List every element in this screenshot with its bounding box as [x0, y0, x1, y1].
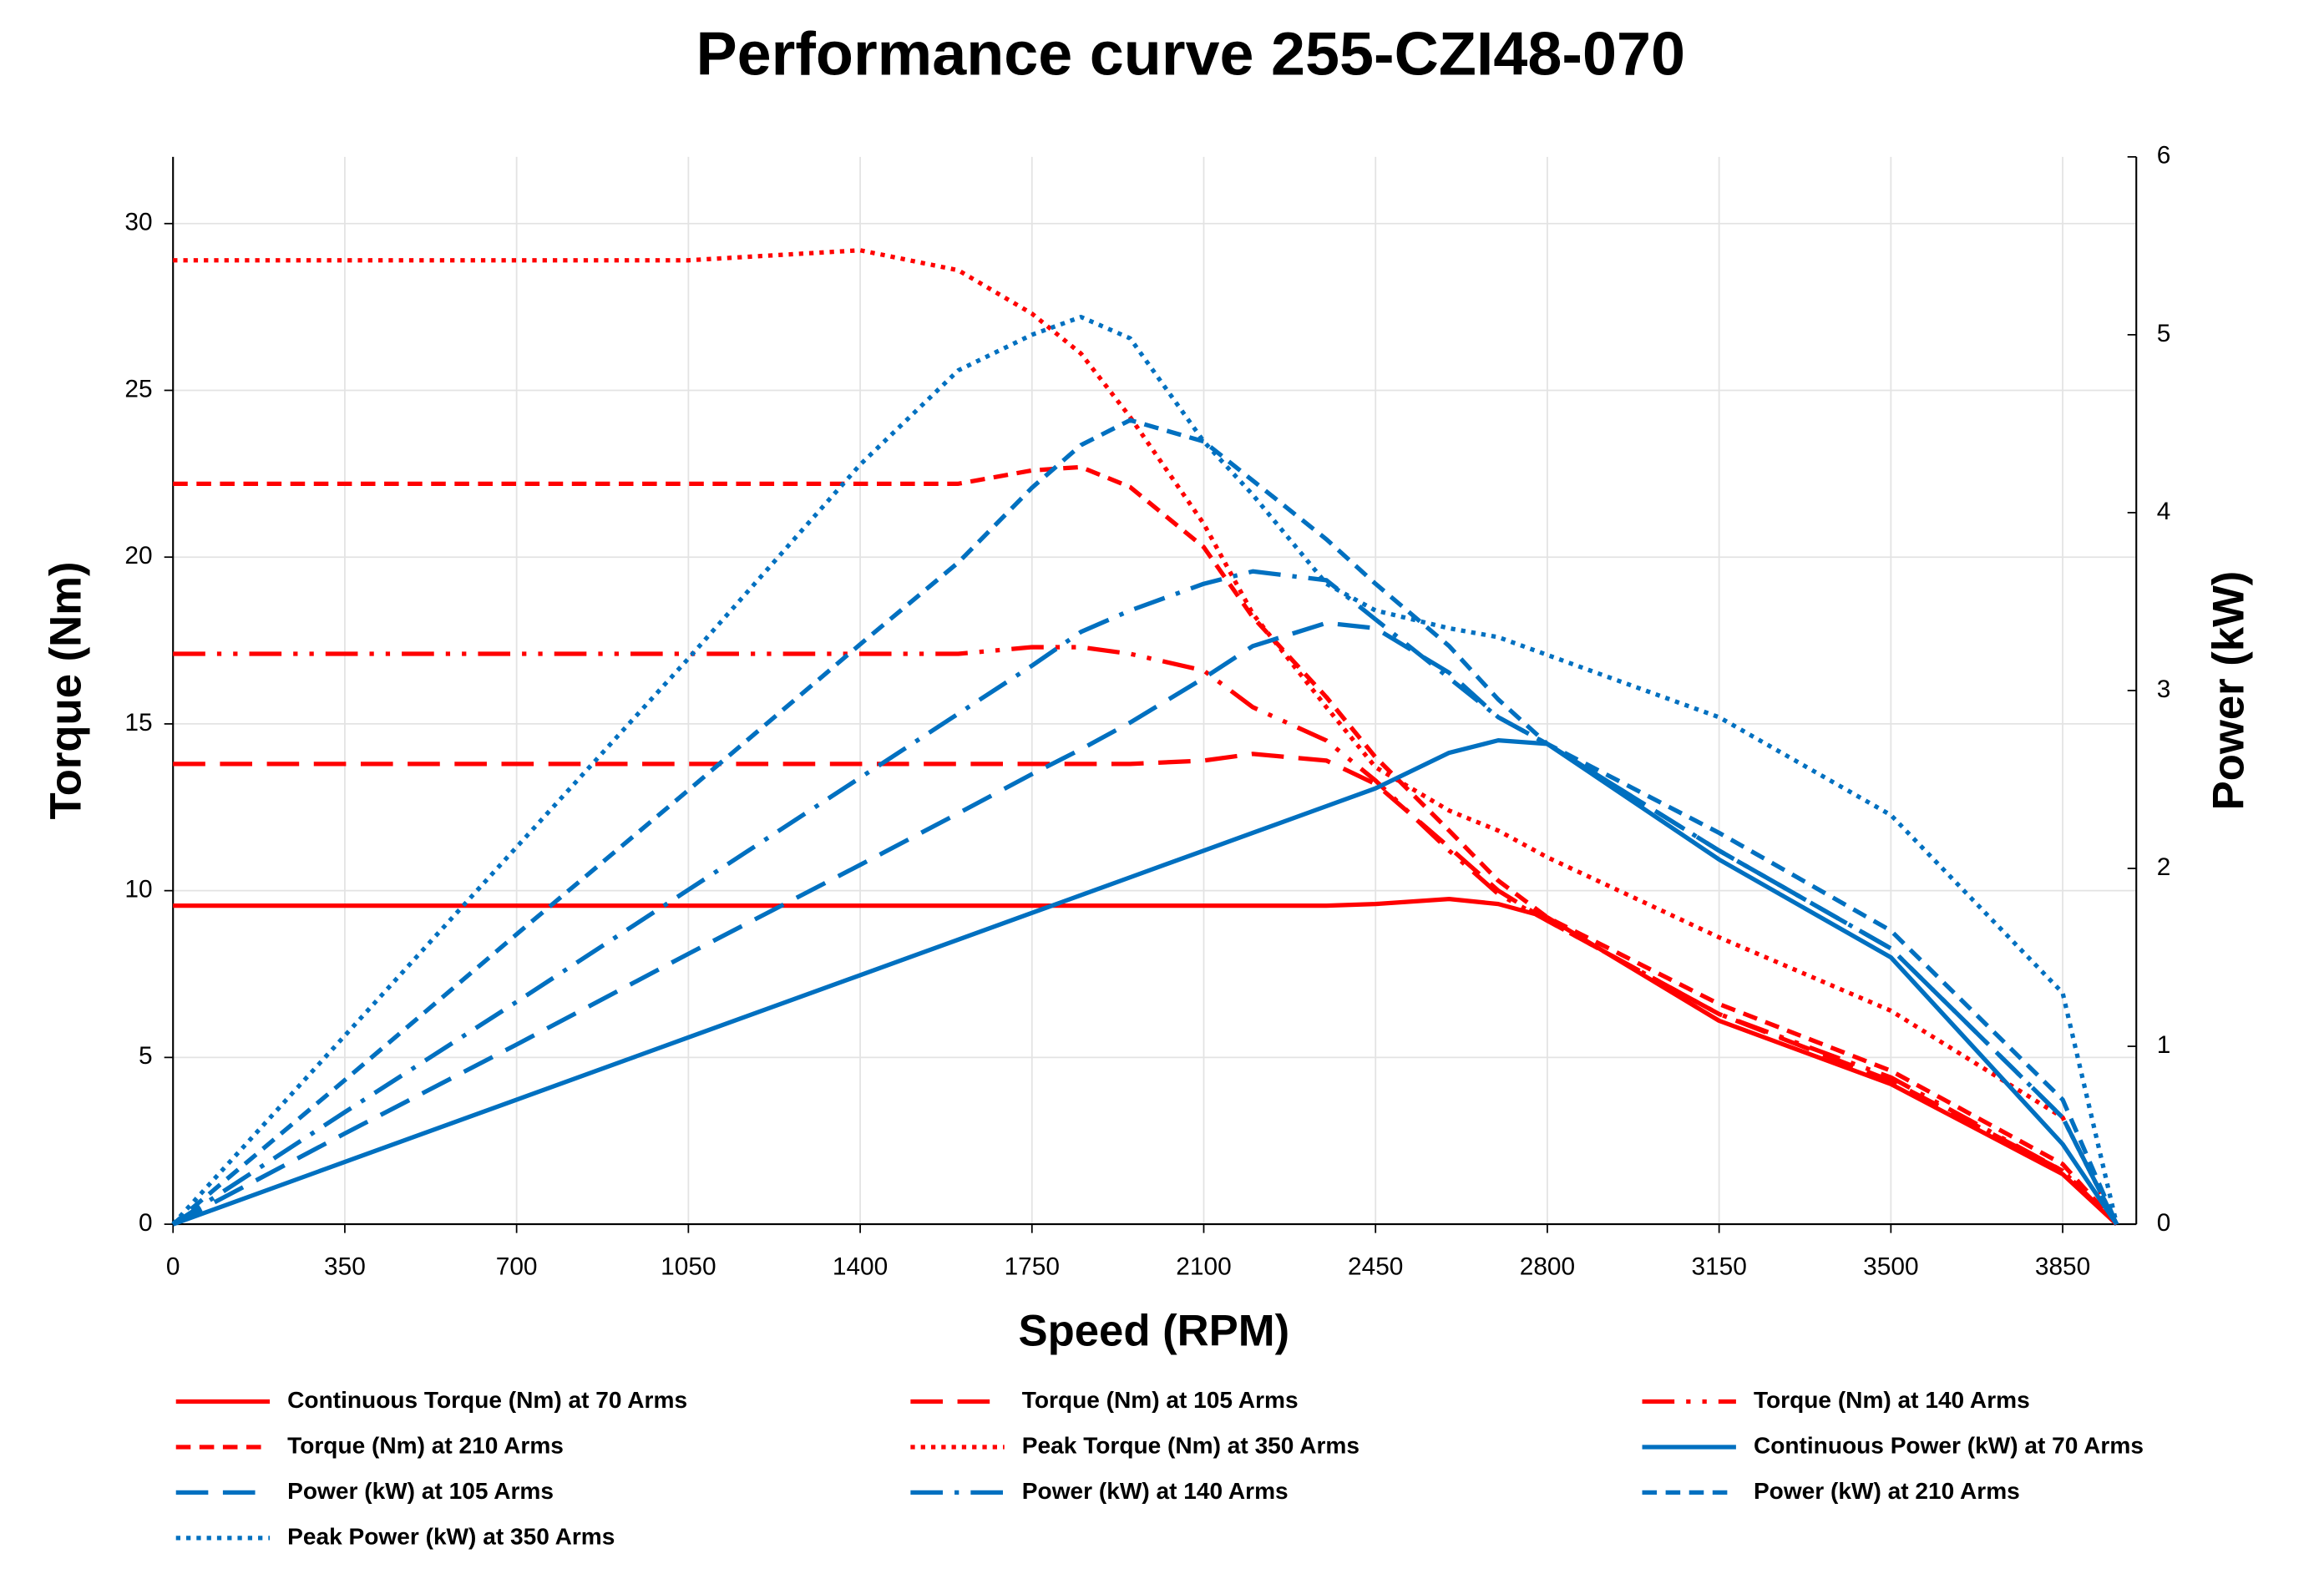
series-line	[173, 248, 2119, 1226]
legend-label: Peak Power (kW) at 350 Arms	[287, 1523, 615, 1549]
x-tick-label: 2100	[1176, 1253, 1231, 1281]
x-axis-title: Speed (RPM)	[1018, 1307, 1289, 1356]
y2-tick-label: 4	[2157, 498, 2171, 525]
x-tick-label: 1400	[833, 1253, 888, 1281]
x-tick-label: 3150	[1691, 1253, 1746, 1281]
y-tick-label: 15	[124, 709, 152, 736]
series-line	[173, 645, 2119, 1226]
y-tick-label: 30	[124, 209, 152, 236]
y2-tick-label: 1	[2157, 1031, 2171, 1059]
legend-label: Continuous Torque (Nm) at 70 Arms	[287, 1387, 687, 1413]
y2-tick-label: 3	[2157, 676, 2171, 703]
y2-tick-label: 2	[2157, 853, 2171, 881]
series-line	[171, 314, 2119, 1226]
y-axis-title: Torque (Nm)	[41, 561, 90, 819]
chart-body: Performance curve 255-CZI48-070 Speed (R…	[41, 19, 2253, 1550]
x-tick-label: 0	[166, 1253, 180, 1281]
y2-tick-label: 5	[2157, 320, 2171, 347]
series-line	[172, 737, 2119, 1227]
y2-tick-label: 6	[2157, 142, 2171, 170]
x-tick-label: 1050	[661, 1253, 716, 1281]
series-line	[173, 752, 2119, 1226]
y-tick-label: 10	[124, 876, 152, 903]
legend-label: Power (kW) at 105 Arms	[287, 1478, 554, 1504]
x-tick-label: 350	[324, 1253, 366, 1281]
legend-label: Power (kW) at 140 Arms	[1022, 1478, 1289, 1504]
x-tick-label: 2450	[1348, 1253, 1403, 1281]
series-line	[171, 620, 2119, 1227]
series-line	[171, 418, 2119, 1227]
legend-label: Continuous Power (kW) at 70 Arms	[1754, 1432, 2144, 1458]
y-tick-label: 20	[124, 542, 152, 569]
series-line	[173, 464, 2119, 1226]
x-tick-label: 3500	[1863, 1253, 1918, 1281]
legend-label: Peak Torque (Nm) at 350 Arms	[1022, 1432, 1359, 1458]
legend-label: Power (kW) at 210 Arms	[1754, 1478, 2020, 1504]
x-tick-label: 2800	[1520, 1253, 1575, 1281]
y-tick-label: 25	[124, 375, 152, 402]
y-tick-label: 0	[139, 1209, 153, 1237]
x-tick-label: 700	[496, 1253, 538, 1281]
legend-label: Torque (Nm) at 140 Arms	[1754, 1387, 2030, 1413]
series-line	[171, 569, 2119, 1227]
x-tick-label: 1750	[1005, 1253, 1060, 1281]
y2-tick-label: 0	[2157, 1209, 2171, 1237]
y-tick-label: 5	[139, 1042, 153, 1070]
y2-axis-title: Power (kW)	[2204, 571, 2253, 811]
series-line	[173, 897, 2119, 1227]
x-tick-label: 3850	[2035, 1253, 2090, 1281]
legend-label: Torque (Nm) at 105 Arms	[1022, 1387, 1299, 1413]
chart-title: Performance curve 255-CZI48-070	[696, 19, 1685, 89]
legend-label: Torque (Nm) at 210 Arms	[287, 1432, 564, 1458]
